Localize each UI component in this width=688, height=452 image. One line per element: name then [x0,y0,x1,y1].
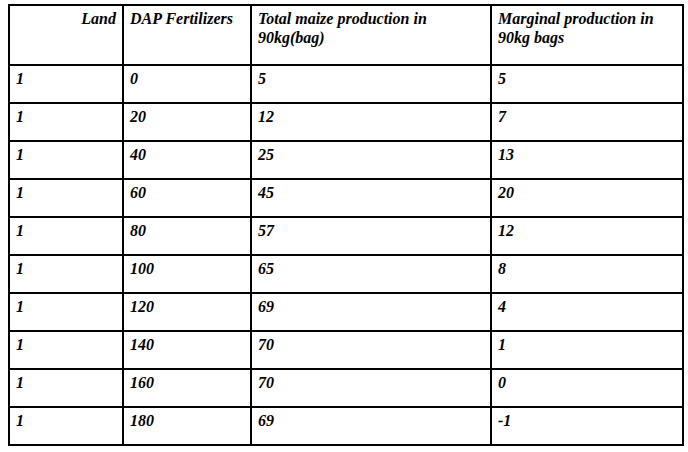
table-row: 120127 [9,103,683,141]
cell-total: 5 [251,65,491,103]
cell-land: 1 [9,255,123,293]
column-header-marginal-production: Marginal production in 90kg bags [491,5,683,65]
cell-dap: 0 [123,65,251,103]
cell-land: 1 [9,179,123,217]
cell-land: 1 [9,141,123,179]
cell-dap: 180 [123,407,251,445]
cell-dap: 20 [123,103,251,141]
column-header-dap-fertilizers: DAP Fertilizers [123,5,251,65]
cell-marginal: 8 [491,255,683,293]
cell-marginal: 4 [491,293,683,331]
header-row: Land DAP Fertilizers Total maize product… [9,5,683,65]
cell-dap: 120 [123,293,251,331]
table-row: 1160700 [9,369,683,407]
cell-total: 25 [251,141,491,179]
cell-marginal: 0 [491,369,683,407]
cell-land: 1 [9,331,123,369]
cell-marginal: 12 [491,217,683,255]
cell-dap: 100 [123,255,251,293]
cell-land: 1 [9,217,123,255]
document-page: Land DAP Fertilizers Total maize product… [8,4,684,446]
cell-total: 69 [251,293,491,331]
cell-land: 1 [9,407,123,445]
cell-total: 70 [251,369,491,407]
table-row: 1055 [9,65,683,103]
cell-dap: 160 [123,369,251,407]
cell-total: 57 [251,217,491,255]
table-header: Land DAP Fertilizers Total maize product… [9,5,683,65]
cell-total: 45 [251,179,491,217]
cell-marginal: 13 [491,141,683,179]
cell-land: 1 [9,103,123,141]
table-row: 1140701 [9,331,683,369]
table-row: 1604520 [9,179,683,217]
cell-marginal: 1 [491,331,683,369]
table-body: 1055120127140251316045201805712110065811… [9,65,683,445]
cell-land: 1 [9,293,123,331]
cell-dap: 80 [123,217,251,255]
cell-total: 65 [251,255,491,293]
cell-land: 1 [9,369,123,407]
table-row: 118069-1 [9,407,683,445]
cell-marginal: 20 [491,179,683,217]
cell-total: 12 [251,103,491,141]
table-row: 1100658 [9,255,683,293]
cell-land: 1 [9,65,123,103]
table-row: 1402513 [9,141,683,179]
cell-marginal: 7 [491,103,683,141]
cell-marginal: -1 [491,407,683,445]
table-row: 1120694 [9,293,683,331]
column-header-total-maize-production: Total maize production in 90kg(bag) [251,5,491,65]
cell-marginal: 5 [491,65,683,103]
column-header-land: Land [9,5,123,65]
cell-total: 69 [251,407,491,445]
table-row: 1805712 [9,217,683,255]
cell-dap: 60 [123,179,251,217]
cell-dap: 40 [123,141,251,179]
cell-total: 70 [251,331,491,369]
maize-production-table: Land DAP Fertilizers Total maize product… [8,4,684,446]
cell-dap: 140 [123,331,251,369]
